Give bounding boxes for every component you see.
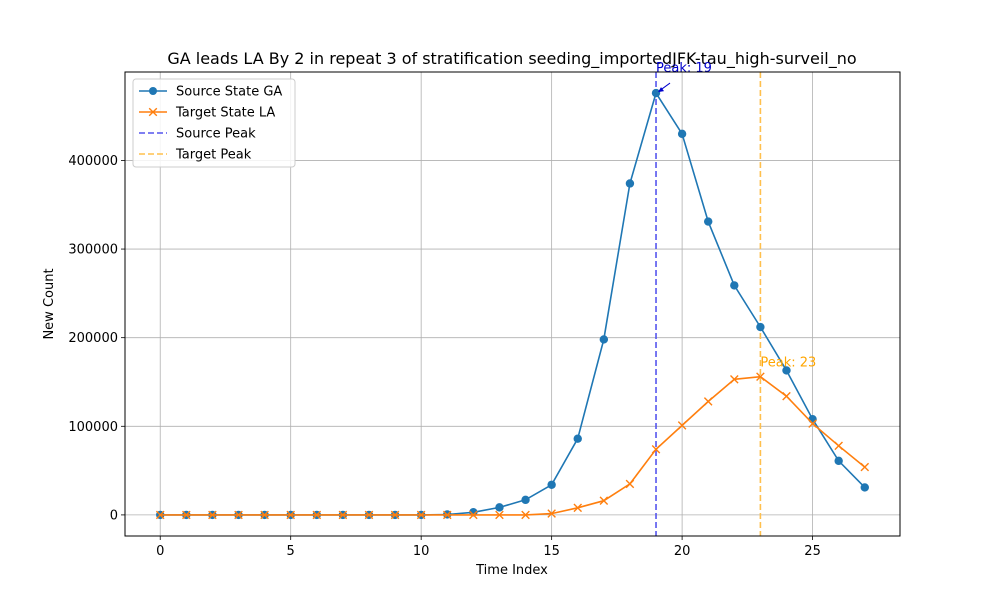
data-point — [703, 397, 713, 406]
legend-label: Target Peak — [175, 148, 252, 163]
data-point — [260, 510, 269, 520]
data-point — [730, 281, 739, 290]
x-tick-label: 10 — [413, 544, 430, 559]
data-point — [495, 503, 504, 512]
y-tick-label: 400000 — [68, 154, 118, 169]
data-point — [390, 510, 400, 520]
data-point — [573, 503, 583, 513]
data-point — [730, 375, 739, 384]
data-point — [756, 372, 765, 381]
data-point — [599, 335, 609, 344]
x-axis-label: Time Index — [475, 563, 548, 578]
annotation-arrowhead — [658, 87, 665, 93]
data-point — [495, 510, 504, 520]
data-point — [651, 445, 661, 454]
data-point — [521, 495, 530, 505]
data-point — [286, 510, 295, 520]
data-point — [338, 510, 348, 520]
legend-box — [132, 78, 296, 168]
data-point — [625, 479, 635, 489]
data-point — [860, 462, 870, 472]
data-point — [521, 510, 530, 520]
data-point — [651, 88, 661, 98]
data-point — [599, 496, 609, 506]
legend-marker — [148, 107, 158, 117]
data-point — [312, 510, 322, 520]
data-point — [442, 510, 452, 520]
data-point — [834, 441, 843, 451]
tick-layer: 0 5 10 15 20 25 0 100000 200000 300000 400000 — [68, 154, 820, 559]
legend-label: Source State GA — [176, 85, 282, 100]
data-point — [182, 510, 191, 520]
legend: Source State GA Target State LA Source Pea… — [132, 78, 296, 168]
data-point — [756, 322, 765, 332]
data-point — [860, 483, 869, 492]
annotation-layer: Peak: 19 Peak: 23 — [656, 61, 816, 371]
data-point — [416, 510, 426, 520]
data-point — [234, 510, 243, 520]
data-point — [808, 415, 817, 424]
series-layer — [155, 88, 870, 520]
data-point — [834, 456, 843, 466]
legend-marker — [149, 87, 157, 95]
data-point — [782, 366, 791, 375]
y-tick-label: 0 — [110, 508, 118, 523]
y-tick-label: 200000 — [68, 331, 118, 346]
data-point — [808, 419, 817, 428]
data-point — [547, 480, 556, 489]
data-point — [704, 217, 713, 226]
data-point — [469, 510, 478, 520]
y-tick-label: 300000 — [68, 243, 118, 258]
x-tick-label: 25 — [804, 544, 821, 559]
x-tick-label: 15 — [543, 544, 560, 559]
data-point — [677, 129, 687, 139]
vline-layer — [655, 72, 762, 536]
peak-annotation: Peak: 19 — [656, 61, 712, 76]
peak-annotation: Peak: 23 — [760, 356, 816, 371]
data-point — [677, 421, 687, 430]
x-tick-label: 20 — [674, 544, 691, 559]
data-point — [625, 179, 635, 188]
data-point — [364, 510, 374, 520]
data-point — [208, 510, 217, 520]
y-axis-label: New Count — [42, 268, 57, 339]
data-point — [155, 510, 165, 520]
x-tick-label: 0 — [156, 544, 164, 559]
series-line — [160, 375, 866, 516]
data-point — [573, 434, 582, 443]
data-point — [782, 391, 791, 401]
x-tick-label: 5 — [287, 544, 295, 559]
chart-title: GA leads LA By 2 in repeat 3 of stratifi… — [167, 49, 856, 69]
legend-label: Source Peak — [176, 127, 256, 142]
legend-label: Target State LA — [175, 106, 275, 121]
plot-frame — [124, 71, 901, 537]
data-point — [547, 509, 556, 518]
y-tick-label: 100000 — [68, 420, 118, 435]
